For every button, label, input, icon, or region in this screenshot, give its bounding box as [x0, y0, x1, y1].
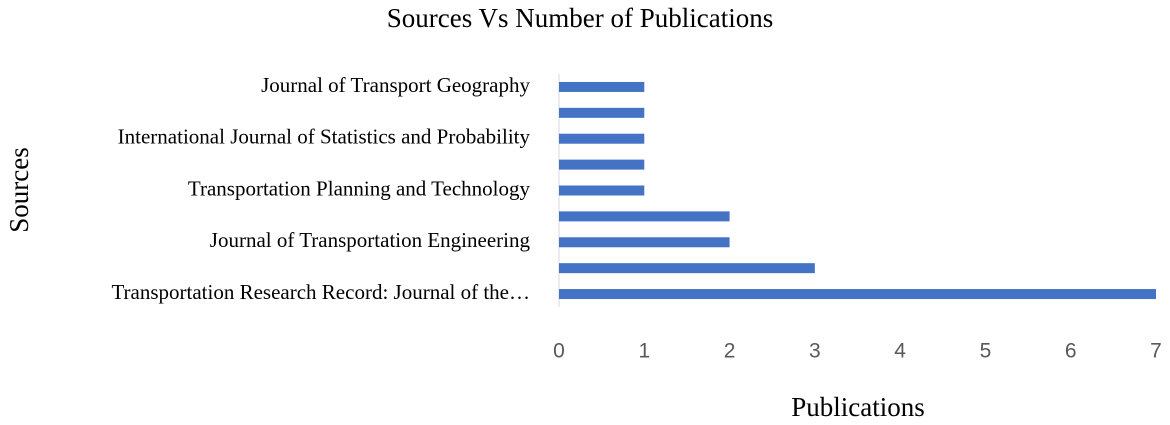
x-tick-label: 7 — [1150, 340, 1162, 363]
y-tick-label: Journal of Transportation Engineering — [210, 228, 531, 252]
y-tick-label: Journal of Transport Geography — [261, 73, 530, 97]
y-tick-label: Transportation Research Record: Journal … — [111, 280, 530, 304]
bar — [559, 107, 645, 118]
bar — [559, 133, 645, 144]
x-tick-label: 4 — [894, 340, 906, 363]
x-tick-label: 5 — [980, 340, 992, 363]
x-tick-label: 6 — [1065, 340, 1077, 363]
bar — [559, 289, 1156, 300]
y-tick-label: Transportation Planning and Technology — [188, 176, 531, 200]
y-axis-label: Sources — [4, 147, 34, 232]
chart-title: Sources Vs Number of Publications — [387, 3, 773, 33]
bar — [559, 81, 645, 92]
x-tick-label: 2 — [724, 340, 736, 363]
bar — [559, 185, 645, 196]
bar — [559, 263, 815, 274]
x-tick-label: 3 — [809, 340, 821, 363]
x-tick-label: 1 — [638, 340, 650, 363]
x-tick-label: 0 — [553, 340, 565, 363]
x-axis-label: Publications — [791, 392, 925, 422]
bar — [559, 237, 730, 248]
bar — [559, 211, 730, 222]
y-tick-label: International Journal of Statistics and … — [118, 125, 531, 149]
bar — [559, 159, 645, 170]
